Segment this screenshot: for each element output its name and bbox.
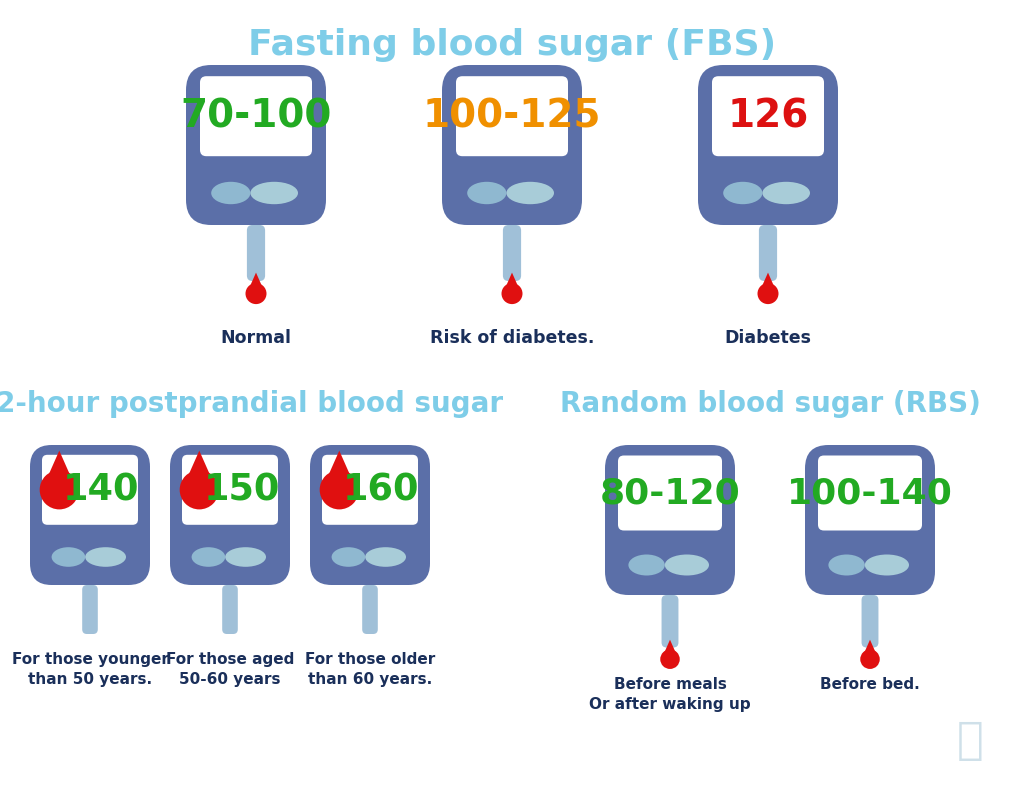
FancyBboxPatch shape (170, 445, 290, 585)
FancyBboxPatch shape (759, 225, 777, 281)
Circle shape (758, 283, 778, 304)
Text: Risk of diabetes.: Risk of diabetes. (430, 329, 594, 346)
Ellipse shape (828, 555, 865, 576)
FancyBboxPatch shape (698, 65, 838, 225)
FancyBboxPatch shape (662, 595, 679, 647)
Ellipse shape (332, 547, 366, 567)
Circle shape (319, 470, 358, 509)
Circle shape (860, 650, 880, 669)
Ellipse shape (211, 181, 251, 205)
Text: For those aged
50-60 years: For those aged 50-60 years (166, 652, 294, 687)
Ellipse shape (629, 555, 665, 576)
Text: 80-120: 80-120 (600, 476, 740, 510)
Text: For those older
than 60 years.: For those older than 60 years. (305, 652, 435, 687)
FancyBboxPatch shape (222, 585, 238, 634)
Text: 2-hour postprandial blood sugar: 2-hour postprandial blood sugar (0, 390, 504, 418)
FancyBboxPatch shape (818, 455, 922, 530)
Text: Fasting blood sugar (FBS): Fasting blood sugar (FBS) (248, 28, 776, 62)
Polygon shape (760, 272, 776, 291)
FancyBboxPatch shape (247, 225, 265, 281)
Text: 100-140: 100-140 (787, 476, 953, 510)
Text: 140: 140 (63, 471, 139, 509)
Polygon shape (325, 451, 354, 484)
FancyBboxPatch shape (82, 585, 98, 634)
FancyBboxPatch shape (618, 455, 722, 530)
Polygon shape (184, 451, 214, 484)
FancyBboxPatch shape (310, 445, 430, 585)
Text: For those younger
than 50 years.: For those younger than 50 years. (11, 652, 168, 687)
Text: Before meals
Or after waking up: Before meals Or after waking up (589, 677, 751, 712)
Polygon shape (862, 640, 878, 656)
FancyBboxPatch shape (805, 445, 935, 595)
Ellipse shape (251, 181, 298, 205)
Ellipse shape (85, 547, 126, 567)
Ellipse shape (225, 547, 266, 567)
Circle shape (502, 283, 522, 304)
FancyBboxPatch shape (456, 76, 568, 156)
FancyBboxPatch shape (503, 225, 521, 281)
FancyBboxPatch shape (861, 595, 879, 647)
FancyBboxPatch shape (42, 455, 138, 525)
Text: Random blood sugar (RBS): Random blood sugar (RBS) (559, 390, 980, 418)
FancyBboxPatch shape (182, 455, 278, 525)
Ellipse shape (191, 547, 225, 567)
Text: 160: 160 (343, 471, 420, 509)
FancyBboxPatch shape (200, 76, 312, 156)
Ellipse shape (467, 181, 507, 205)
FancyBboxPatch shape (362, 585, 378, 634)
Polygon shape (248, 272, 264, 291)
Ellipse shape (366, 547, 406, 567)
Ellipse shape (865, 555, 909, 576)
Text: 100-125: 100-125 (423, 97, 601, 135)
FancyBboxPatch shape (712, 76, 824, 156)
Ellipse shape (665, 555, 709, 576)
Circle shape (246, 283, 266, 304)
Ellipse shape (51, 547, 85, 567)
Ellipse shape (723, 181, 763, 205)
Circle shape (660, 650, 680, 669)
Text: 150: 150 (204, 471, 280, 509)
Text: Before bed.: Before bed. (820, 677, 920, 692)
Ellipse shape (763, 181, 810, 205)
Circle shape (179, 470, 219, 509)
FancyBboxPatch shape (442, 65, 582, 225)
Polygon shape (45, 451, 74, 484)
FancyBboxPatch shape (30, 445, 150, 585)
Polygon shape (504, 272, 520, 291)
FancyBboxPatch shape (322, 455, 418, 525)
Text: Diabetes: Diabetes (725, 329, 811, 346)
Text: 🤘: 🤘 (956, 719, 983, 762)
Text: 70-100: 70-100 (180, 97, 332, 135)
Polygon shape (663, 640, 677, 656)
Text: 126: 126 (727, 97, 809, 135)
FancyBboxPatch shape (186, 65, 326, 225)
Text: Normal: Normal (220, 329, 292, 346)
Circle shape (40, 470, 79, 509)
FancyBboxPatch shape (605, 445, 735, 595)
Ellipse shape (507, 181, 554, 205)
